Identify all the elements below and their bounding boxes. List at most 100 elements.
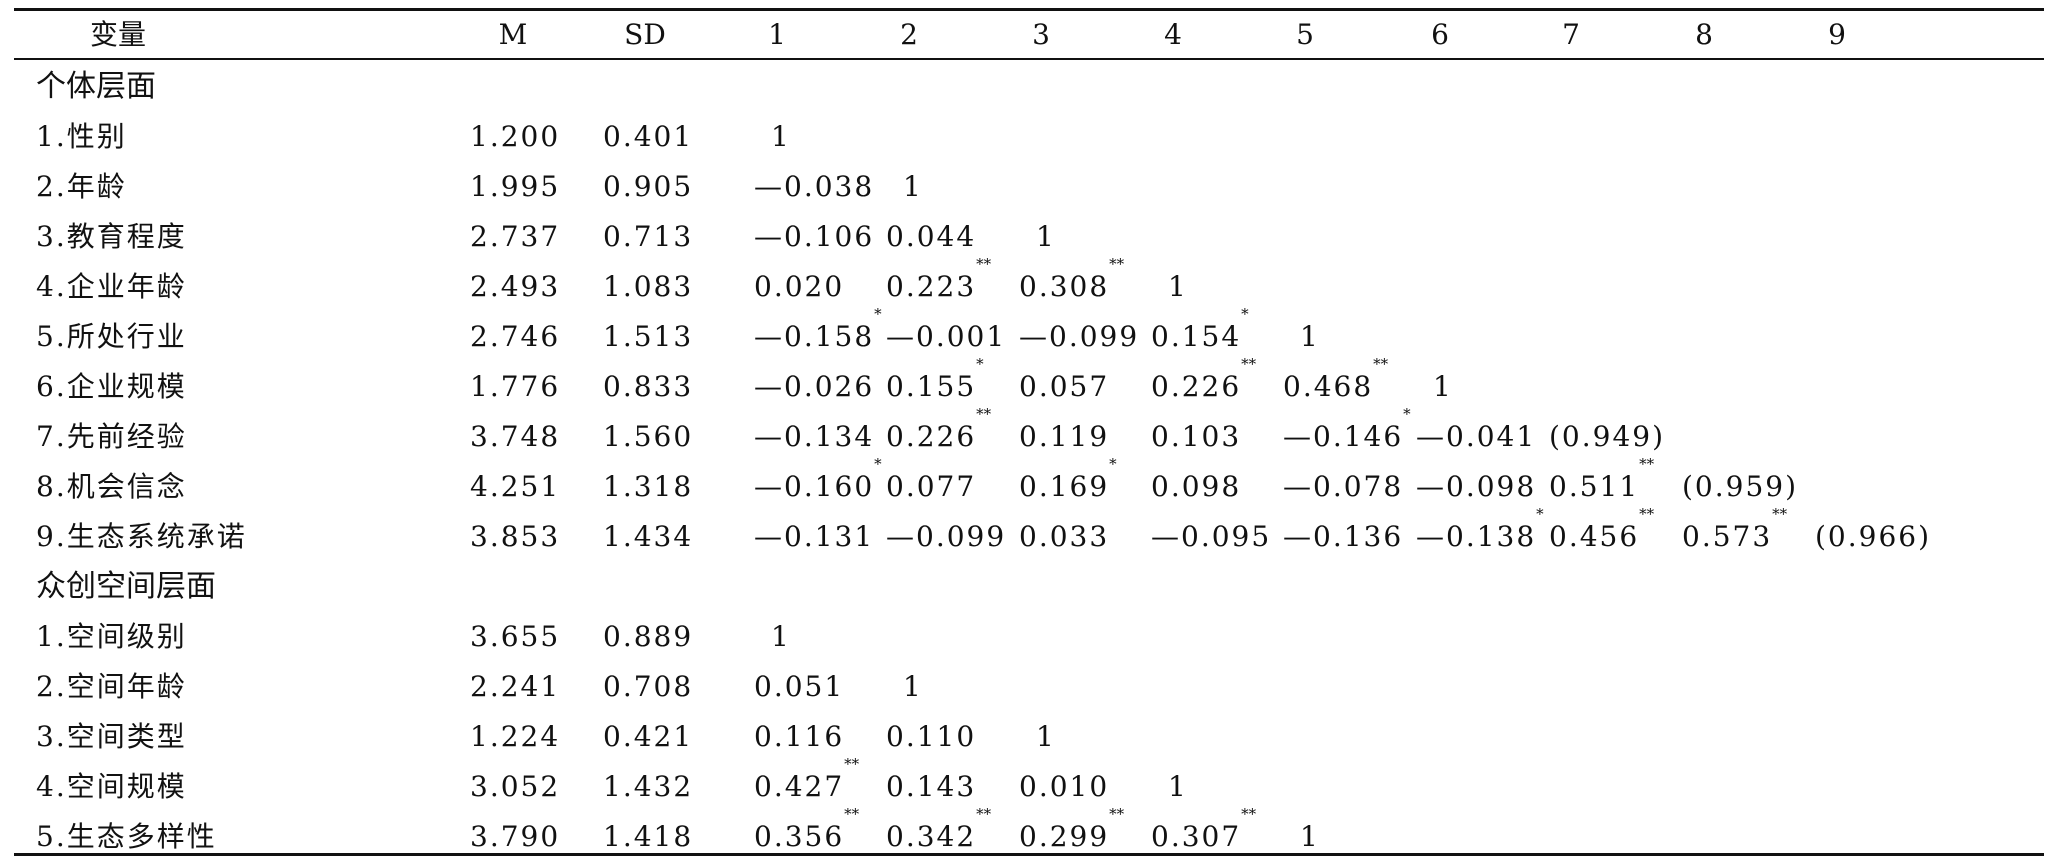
corr-cell: —0.134 [754, 420, 874, 454]
corr-cell: 1 [1036, 220, 1056, 254]
corr-value: (0.959) [1682, 470, 1799, 503]
corr-cell: —0.095 [1151, 520, 1271, 554]
corr-cell: 0.356** [754, 807, 859, 854]
corr-cell: 0.573** [1682, 507, 1787, 554]
corr-cell: 0.098 [1151, 470, 1241, 504]
corr-value: 1 [1168, 270, 1188, 303]
mean-cell: 1.224 [470, 720, 561, 753]
table-row: 8.机会信念 4.251 1.318 —0.160* 0.077 0.169* 0.098—… [0, 457, 2048, 512]
sd-cell: 1.083 [603, 270, 694, 303]
section-row: 众创空间层面 [0, 562, 2048, 612]
corr-cell: 0.154* [1151, 307, 1249, 354]
corr-cell: 0.119 [1019, 420, 1109, 454]
table-row: 1.空间级别 3.655 0.889 1 [0, 612, 2048, 662]
variable-label: 4.企业年龄 [36, 270, 187, 303]
variable-label: 3.教育程度 [36, 220, 187, 253]
significance-marker: ** [1639, 505, 1655, 523]
corr-value: 0.154 [1151, 320, 1242, 353]
corr-cell: —0.001 [886, 320, 1006, 354]
corr-cell: 0.342** [886, 807, 991, 854]
corr-value: —0.078 [1283, 470, 1404, 503]
corr-value: (0.949) [1549, 420, 1666, 453]
corr-cell: 1 [1433, 370, 1453, 404]
mean-cell: 2.493 [470, 270, 561, 303]
table-row: 4.企业年龄 2.493 1.083 0.020 0.223** 0.308 ** 1 [0, 257, 2048, 312]
corr-cell: —0.106 [754, 220, 874, 254]
corr-cell: 0.155* [886, 357, 984, 404]
variable-label: 4.空间规模 [36, 770, 187, 803]
table-row: 4.空间规模 3.052 1.432 0.427** 0.143 0.010 1 [0, 757, 2048, 812]
significance-marker: ** [976, 255, 992, 273]
corr-value: 0.511 [1549, 470, 1640, 503]
corr-value: —0.099 [1019, 320, 1140, 353]
corr-cell: 0.223** [886, 257, 991, 304]
corr-cell: 0.299** [1019, 807, 1124, 854]
corr-value: —0.136 [1283, 520, 1404, 553]
header-col-8: 8 [1695, 18, 1713, 51]
corr-cell: 1 [903, 670, 923, 704]
significance-marker: ** [1373, 355, 1389, 373]
sd-cell: 1.434 [603, 520, 694, 553]
sd-cell: 0.401 [603, 120, 694, 153]
variable-label: 8.机会信念 [36, 470, 187, 503]
corr-value: —0.131 [754, 520, 875, 553]
table-row: 5.所处行业 2.746 1.513 —0.158* —0.001 —0.099 0.154… [0, 307, 2048, 362]
corr-cell: (0.949) [1549, 420, 1665, 454]
corr-cell: (0.959) [1682, 470, 1798, 504]
sd-cell: 1.560 [603, 420, 694, 453]
corr-value: —0.138 [1416, 520, 1537, 553]
corr-value: 0.110 [886, 720, 977, 753]
corr-value: 0.169 [1019, 470, 1110, 503]
table-row: 5.生态多样性 3.790 1.418 0.356** 0.342** 0.299** 0.… [0, 807, 2048, 862]
header-col-2: 2 [900, 18, 918, 51]
corr-value: 0.098 [1151, 470, 1242, 503]
corr-cell: 0.103 [1151, 420, 1241, 454]
header-col-9: 9 [1828, 18, 1846, 51]
corr-value: —0.106 [754, 220, 875, 253]
variable-label: 6.企业规模 [36, 370, 187, 403]
corr-value: 0.308 [1019, 270, 1110, 303]
corr-cell: 0.143 [886, 770, 976, 804]
corr-cell: 0.077 [886, 470, 976, 504]
variable-label: 5.生态多样性 [36, 820, 217, 853]
corr-cell: —0.136 [1283, 520, 1403, 554]
variable-label: 3.空间类型 [36, 720, 187, 753]
corr-value: 0.010 [1019, 770, 1110, 803]
corr-value: —0.041 [1416, 420, 1537, 453]
table-row: 3.教育程度 2.737 0.713 —0.106 0.044 1 [0, 212, 2048, 262]
corr-cell: —0.026 [754, 370, 874, 404]
corr-cell: 0.110 [886, 720, 976, 754]
corr-value: 1 [903, 670, 923, 703]
header-col-6: 6 [1431, 18, 1449, 51]
corr-value: 0.020 [754, 270, 845, 303]
corr-cell: 0.044 [886, 220, 976, 254]
variable-label: 7.先前经验 [36, 420, 187, 453]
section-title: 个体层面 [36, 69, 156, 104]
corr-value: 1 [1036, 220, 1056, 253]
mean-cell: 4.251 [470, 470, 561, 503]
corr-value: 1 [771, 120, 791, 153]
corr-cell: 1 [1300, 820, 1320, 854]
corr-cell: 1 [1300, 320, 1320, 354]
header-col-1: 1 [768, 18, 786, 51]
corr-value: 0.573 [1682, 520, 1773, 553]
top-rule [14, 8, 2044, 11]
corr-value: —0.160 [754, 470, 875, 503]
corr-cell: 0.033 [1019, 520, 1109, 554]
table-row: 6.企业规模 1.776 0.833 —0.026 0.155* 0.057 0.226**… [0, 357, 2048, 412]
corr-value: 0.103 [1151, 420, 1242, 453]
corr-cell: 0.169* [1019, 457, 1117, 504]
variable-label: 5.所处行业 [36, 320, 187, 353]
header-col-4: 4 [1164, 18, 1182, 51]
corr-cell: —0.078 [1283, 470, 1403, 504]
sd-cell: 1.513 [603, 320, 694, 353]
corr-value: 0.468 [1283, 370, 1374, 403]
sd-cell: 0.905 [603, 170, 694, 203]
table-row: 3.空间类型 1.224 0.421 0.116 0.110 1 [0, 712, 2048, 762]
header-m: M [498, 18, 528, 51]
corr-cell: —0.038 [754, 170, 874, 204]
corr-value: 0.044 [886, 220, 977, 253]
significance-marker: ** [1639, 455, 1655, 473]
section-title: 众创空间层面 [36, 569, 216, 604]
corr-value: 0.427 [754, 770, 845, 803]
